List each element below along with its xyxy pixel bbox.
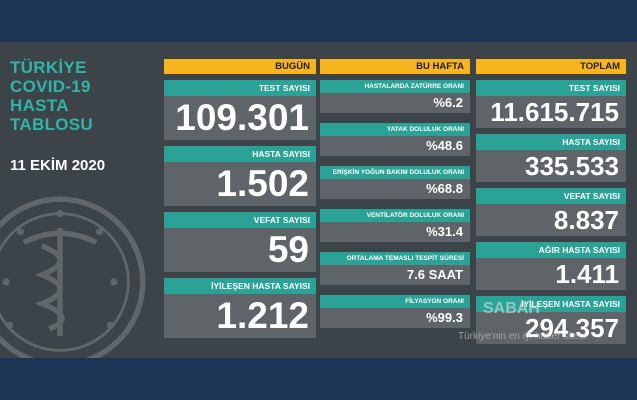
column-heading-total: TOPLAM bbox=[476, 59, 626, 74]
card-value: %99.3 bbox=[320, 308, 470, 328]
card-value: 109.301 bbox=[164, 96, 316, 140]
week-ventilator-card: VENTİLATÖR DOLULUK ORANI %31.4 bbox=[320, 209, 470, 242]
card-label: YATAK DOLULUK ORANI bbox=[320, 123, 470, 136]
title-line: TÜRKİYE bbox=[10, 58, 87, 77]
card-value: %31.4 bbox=[320, 222, 470, 242]
today-test-card: TEST SAYISI 109.301 bbox=[164, 80, 316, 140]
column-heading-week: BU HAFTA bbox=[320, 59, 470, 74]
card-label: VEFAT SAYISI bbox=[164, 212, 316, 228]
page-title: TÜRKİYE COVID-19 HASTA TABLOSU bbox=[10, 58, 93, 134]
card-label: VENTİLATÖR DOLULUK ORANI bbox=[320, 209, 470, 222]
card-value: 7.6 SAAT bbox=[320, 265, 470, 285]
card-label: VEFAT SAYISI bbox=[476, 188, 626, 204]
week-contact-card: ORTALAMA TEMASLI TESPİT SÜRESİ 7.6 SAAT bbox=[320, 252, 470, 285]
title-line: TABLOSU bbox=[10, 115, 93, 134]
card-value: 294.357 bbox=[476, 312, 626, 344]
card-value: 1.502 bbox=[164, 162, 316, 206]
card-value: %6.2 bbox=[320, 93, 470, 113]
total-death-card: VEFAT SAYISI 8.837 bbox=[476, 188, 626, 236]
week-pneumonia-card: HASTALARDA ZATÜRRE ORANI %6.2 bbox=[320, 80, 470, 113]
card-value: 11.615.715 bbox=[476, 96, 626, 128]
watermark-tagline: Türkiye'nin en iyi haber sitesi bbox=[458, 331, 587, 342]
week-bed-card: YATAK DOLULUK ORANI %48.6 bbox=[320, 123, 470, 156]
ministry-emblem-icon bbox=[0, 196, 146, 358]
report-date: 11 EKİM 2020 bbox=[10, 157, 106, 174]
today-patient-card: HASTA SAYISI 1.502 bbox=[164, 146, 316, 206]
card-label: ERİŞKİN YOĞUN BAKIM DOLULUK ORANI bbox=[320, 166, 470, 179]
card-value: 1.212 bbox=[164, 294, 316, 338]
week-icu-card: ERİŞKİN YOĞUN BAKIM DOLULUK ORANI %68.8 bbox=[320, 166, 470, 199]
today-death-card: VEFAT SAYISI 59 bbox=[164, 212, 316, 272]
card-label: HASTA SAYISI bbox=[476, 134, 626, 150]
card-label: TEST SAYISI bbox=[164, 80, 316, 96]
card-label: İYİLEŞEN HASTA SAYISI bbox=[164, 278, 316, 294]
total-patient-card: HASTA SAYISI 335.533 bbox=[476, 134, 626, 182]
card-value: 8.837 bbox=[476, 204, 626, 236]
card-label: HASTALARDA ZATÜRRE ORANI bbox=[320, 80, 470, 93]
card-value: 1.411 bbox=[476, 258, 626, 290]
card-label: HASTA SAYISI bbox=[164, 146, 316, 162]
total-recovered-card: İYİLEŞEN HASTA SAYISI 294.357 bbox=[476, 296, 626, 344]
card-value: 335.533 bbox=[476, 150, 626, 182]
card-label: TEST SAYISI bbox=[476, 80, 626, 96]
week-filiation-card: FİLYASYON ORANI %99.3 bbox=[320, 295, 470, 328]
card-label: ORTALAMA TEMASLI TESPİT SÜRESİ bbox=[320, 252, 470, 265]
title-line: HASTA bbox=[10, 96, 69, 115]
card-value: %68.8 bbox=[320, 179, 470, 199]
watermark-brand: SABAH bbox=[483, 300, 540, 317]
covid-table-board: TÜRKİYE COVID-19 HASTA TABLOSU 11 EKİM 2… bbox=[0, 42, 637, 358]
column-heading-today: BUGÜN bbox=[164, 59, 316, 74]
card-label: İYİLEŞEN HASTA SAYISI bbox=[476, 296, 626, 312]
total-test-card: TEST SAYISI 11.615.715 bbox=[476, 80, 626, 128]
card-value: %48.6 bbox=[320, 136, 470, 156]
card-value: 59 bbox=[164, 228, 316, 272]
card-label: AĞIR HASTA SAYISI bbox=[476, 242, 626, 258]
today-recovered-card: İYİLEŞEN HASTA SAYISI 1.212 bbox=[164, 278, 316, 338]
total-severe-card: AĞIR HASTA SAYISI 1.411 bbox=[476, 242, 626, 290]
title-line: COVID-19 bbox=[10, 77, 91, 96]
card-label: FİLYASYON ORANI bbox=[320, 295, 470, 308]
